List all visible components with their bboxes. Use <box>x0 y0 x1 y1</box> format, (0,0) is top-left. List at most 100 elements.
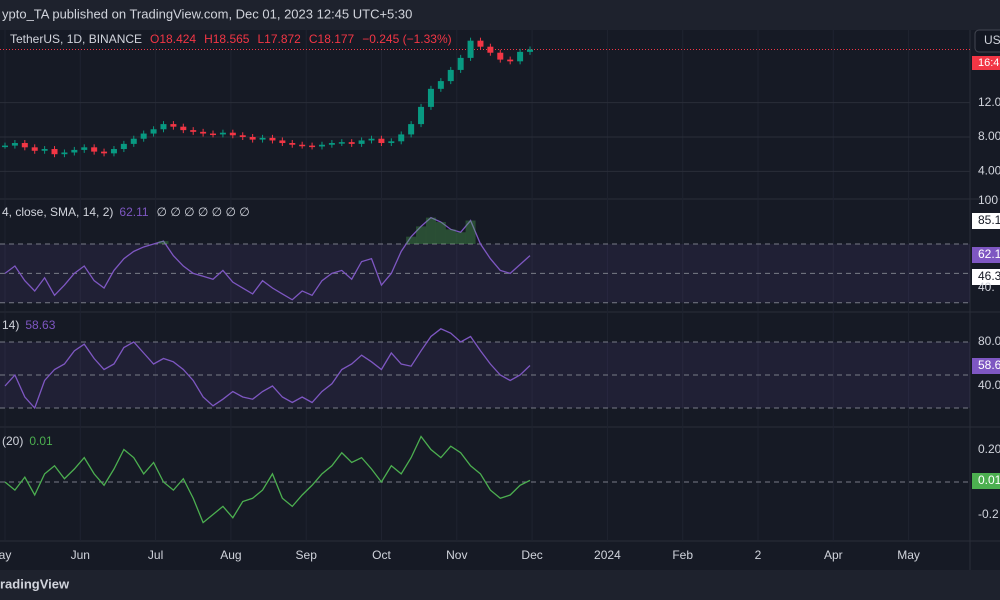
indicator-line <box>4 216 531 301</box>
footer-bar <box>0 570 1000 600</box>
candle <box>229 132 236 136</box>
candle <box>11 143 18 146</box>
candle <box>219 132 226 135</box>
candle <box>348 142 355 144</box>
price-scale-label: 4.00 <box>978 164 1000 178</box>
scale-label: 100 <box>978 193 998 207</box>
symbol-button-label[interactable]: US <box>984 33 1000 47</box>
x-axis-label: Apr <box>824 548 843 562</box>
symbol-button[interactable] <box>974 29 1000 53</box>
candle <box>338 142 345 144</box>
candle <box>279 140 286 144</box>
candle <box>358 140 365 144</box>
price-scale-label: 8.00 <box>978 129 1000 143</box>
candle <box>61 152 68 155</box>
candle <box>120 143 127 150</box>
candle <box>517 51 524 62</box>
legend-symbol: TetherUS, 1D, BINANCE <box>10 32 142 46</box>
scale-label: 46.3 <box>978 269 1000 283</box>
candle <box>239 135 246 137</box>
scale-tag <box>972 213 1000 229</box>
x-axis-label: Jun <box>71 548 90 562</box>
legend-name: (20) <box>2 434 23 448</box>
scale-label: 0.01 <box>978 473 1000 487</box>
candle <box>180 126 187 131</box>
candle <box>437 81 444 89</box>
candle <box>249 137 256 140</box>
overbought-fill <box>406 236 417 245</box>
x-axis-label: 2 <box>755 548 762 562</box>
legend-low: L17.872 <box>257 32 301 46</box>
x-axis-label: ay <box>0 548 11 562</box>
candle <box>527 49 533 52</box>
candle <box>21 143 28 148</box>
legend-value: 58.63 <box>25 318 55 332</box>
x-axis-label: Oct <box>372 548 391 562</box>
x-axis-label: 2024 <box>594 548 621 562</box>
legend-change: −0.245 (−1.33%) <box>362 32 451 46</box>
header-title: ypto_TA published on TradingView.com, De… <box>2 6 412 21</box>
candle <box>259 137 266 140</box>
overbought-fill <box>455 232 466 245</box>
price-legend: TetherUS, 1D, BINANCE O18.424 H18.565 L17.8… <box>10 32 452 46</box>
candle <box>170 124 177 127</box>
overbought-fill <box>158 241 169 245</box>
band <box>0 244 970 303</box>
header-bar <box>0 0 1000 30</box>
x-axis-label: Sep <box>296 548 318 562</box>
candle <box>477 40 484 47</box>
legend-close: C18.177 <box>309 32 355 46</box>
candle <box>408 124 415 135</box>
price-tag <box>972 56 1000 70</box>
scale-label: 80.0 <box>978 334 1000 348</box>
candle <box>507 59 514 62</box>
panel-legend: (20) 0.01 <box>2 434 53 448</box>
candle <box>31 147 38 151</box>
candle <box>130 138 137 144</box>
x-axis-label: Nov <box>446 548 467 562</box>
band <box>0 342 970 408</box>
legend-high: H18.565 <box>204 32 250 46</box>
candle <box>388 141 395 144</box>
legend-open: O18.424 <box>150 32 196 46</box>
candle <box>487 46 494 53</box>
scale-label: 62.1 <box>978 247 1000 261</box>
scale-label: 40.0 <box>978 378 1000 392</box>
scale-label: 40. <box>978 280 995 294</box>
candle <box>81 147 88 150</box>
candle <box>457 57 464 70</box>
candle <box>378 138 385 144</box>
scale-tag <box>972 473 1000 489</box>
candle <box>299 144 306 147</box>
scale-tag <box>972 247 1000 263</box>
candle <box>427 88 434 107</box>
price-scale-label: 12.00 <box>978 95 1000 109</box>
candle <box>269 137 276 141</box>
x-axis-label: Jul <box>148 548 163 562</box>
scale-label: 85.1 <box>978 213 1000 227</box>
candle <box>467 40 474 58</box>
candle <box>309 145 316 148</box>
candle <box>160 124 167 130</box>
candle <box>210 133 217 136</box>
candle <box>190 130 197 132</box>
candle <box>200 131 207 134</box>
candle <box>101 151 108 154</box>
x-axis-label: Feb <box>672 548 693 562</box>
overbought-fill <box>435 222 446 245</box>
candle <box>110 149 117 154</box>
legend-name: 4, close, SMA, 14, 2) <box>2 205 113 219</box>
candle <box>328 143 335 145</box>
price-tag-label: 16:4 <box>978 57 999 69</box>
candle <box>91 147 98 152</box>
candle <box>289 143 296 145</box>
legend-name: 14) <box>2 318 19 332</box>
scale-tag <box>972 269 1000 285</box>
candle <box>2 145 8 148</box>
candle <box>497 52 504 60</box>
scale-tag <box>972 358 1000 374</box>
candle <box>418 106 425 125</box>
panel-legend: 4, close, SMA, 14, 2) 62.11 ∅ ∅ ∅ ∅ ∅ ∅ ∅ <box>2 205 250 219</box>
overbought-fill <box>425 217 436 245</box>
